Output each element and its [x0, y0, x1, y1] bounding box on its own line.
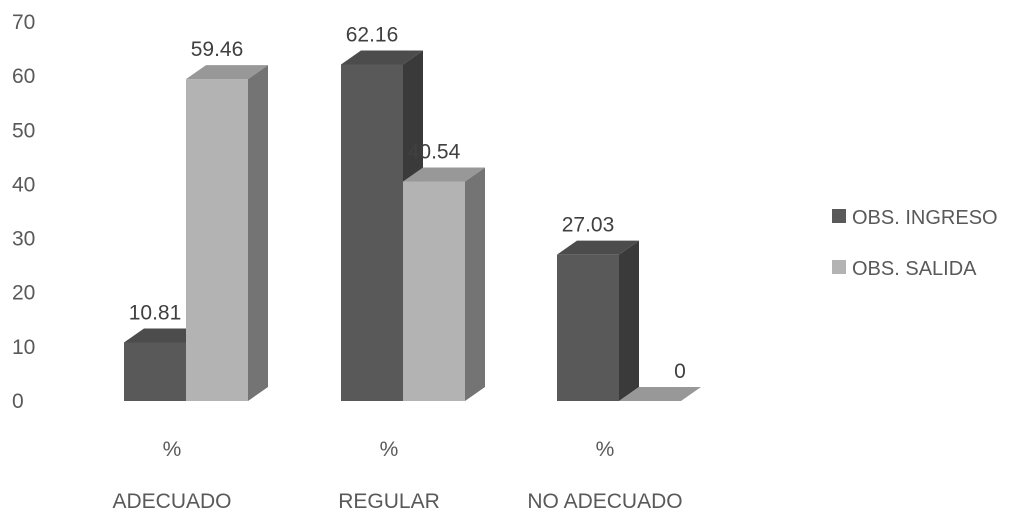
bar-top-face	[403, 167, 485, 182]
y-axis: 0 10 20 30 40 50 60 70	[12, 11, 35, 413]
bar-side-face	[619, 240, 639, 401]
bars	[124, 50, 701, 402]
y-tick-label: 0	[12, 390, 24, 413]
y-tick-label: 10	[12, 336, 35, 359]
y-tick-label: 30	[12, 228, 35, 251]
bar-salida-2	[619, 387, 701, 401]
x-axis: % ADECUADO% REGULAR% NO ADECUADO	[112, 438, 682, 512]
bar-top-face	[124, 328, 206, 343]
y-tick-label: 40	[12, 173, 35, 196]
data-labels: 10.81 59.46 62.16 40.54 27.03 0	[129, 23, 686, 383]
legend-swatch	[832, 260, 846, 274]
bar-salida-0	[186, 65, 268, 401]
bar-side-face	[465, 167, 485, 401]
bar-front-face	[403, 181, 465, 401]
bar-front-face	[186, 79, 248, 401]
x-category-label: ADECUADO	[112, 490, 231, 512]
y-tick-label: 20	[12, 282, 35, 305]
bar-ingreso-2	[557, 240, 639, 401]
legend: OBS. INGRESO OBS. SALIDA	[832, 207, 998, 280]
data-label: 40.54	[408, 141, 461, 164]
bar-front-face	[341, 64, 403, 401]
x-category-prefix: %	[163, 438, 182, 461]
y-tick-label: 70	[12, 11, 35, 34]
y-tick-label: 60	[12, 65, 35, 88]
legend-item: OBS. SALIDA	[832, 258, 977, 280]
bar-ingreso-1	[341, 50, 423, 402]
x-category-label: REGULAR	[338, 490, 440, 512]
bar-top-face	[557, 240, 639, 255]
bar-salida-1	[403, 167, 485, 401]
data-label: 10.81	[129, 301, 182, 324]
legend-label: OBS. SALIDA	[852, 258, 977, 280]
bar-top-face	[186, 65, 268, 80]
y-tick-label: 50	[12, 119, 35, 142]
x-category-prefix: %	[380, 438, 399, 461]
data-label: 62.16	[346, 23, 399, 46]
data-label: 0	[674, 360, 686, 383]
legend-label: OBS. INGRESO	[852, 207, 998, 229]
legend-item: OBS. INGRESO	[832, 207, 998, 229]
data-label: 59.46	[191, 38, 244, 61]
x-category-prefix: %	[596, 438, 615, 461]
bar-front-face	[124, 342, 186, 401]
legend-swatch	[832, 209, 846, 223]
bar-top-face	[619, 387, 701, 401]
bar-front-face	[557, 254, 619, 401]
bar-side-face	[248, 65, 268, 401]
bar-top-face	[341, 50, 423, 65]
x-category-label: NO ADECUADO	[527, 490, 682, 512]
data-label: 27.03	[562, 214, 615, 237]
